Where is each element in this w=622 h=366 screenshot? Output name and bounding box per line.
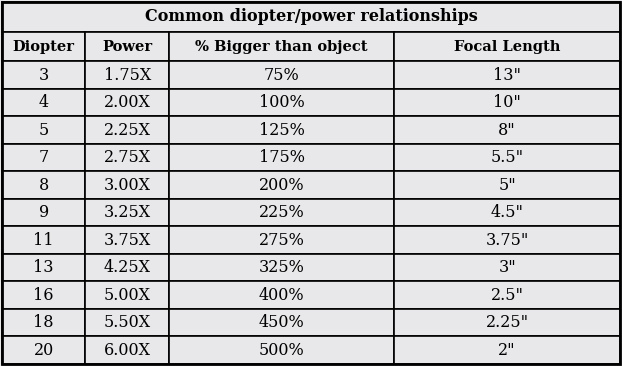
- Text: 2.25": 2.25": [486, 314, 529, 331]
- Text: 11: 11: [34, 232, 54, 249]
- Bar: [2, 2, 620, 32]
- Bar: [394, 61, 620, 89]
- Text: 3: 3: [39, 67, 49, 83]
- Text: 500%: 500%: [259, 342, 305, 359]
- Bar: [169, 336, 394, 364]
- Text: 75%: 75%: [264, 67, 300, 83]
- Bar: [394, 309, 620, 336]
- Text: 125%: 125%: [259, 122, 305, 139]
- Text: 2.25X: 2.25X: [104, 122, 151, 139]
- Text: 2.00X: 2.00X: [104, 94, 151, 111]
- Bar: [394, 171, 620, 199]
- Bar: [2, 144, 85, 171]
- Bar: [85, 61, 169, 89]
- Text: 2": 2": [498, 342, 516, 359]
- Bar: [169, 89, 394, 116]
- Bar: [169, 32, 394, 61]
- Text: 5: 5: [39, 122, 49, 139]
- Bar: [394, 227, 620, 254]
- Bar: [2, 199, 85, 227]
- Bar: [169, 309, 394, 336]
- Text: Diopter: Diopter: [12, 40, 75, 53]
- Text: 200%: 200%: [259, 177, 304, 194]
- Text: % Bigger than object: % Bigger than object: [195, 40, 368, 53]
- Bar: [169, 116, 394, 144]
- Bar: [85, 89, 169, 116]
- Text: 10": 10": [493, 94, 521, 111]
- Bar: [85, 116, 169, 144]
- Text: 4: 4: [39, 94, 49, 111]
- Text: 450%: 450%: [259, 314, 305, 331]
- Bar: [2, 254, 85, 281]
- Text: 9: 9: [39, 204, 49, 221]
- Text: 3.75X: 3.75X: [103, 232, 151, 249]
- Bar: [2, 116, 85, 144]
- Bar: [2, 309, 85, 336]
- Bar: [2, 281, 85, 309]
- Bar: [85, 281, 169, 309]
- Text: 3.75": 3.75": [486, 232, 529, 249]
- Text: 8": 8": [498, 122, 516, 139]
- Bar: [2, 89, 85, 116]
- Bar: [85, 32, 169, 61]
- Text: 325%: 325%: [259, 259, 305, 276]
- Bar: [85, 227, 169, 254]
- Bar: [394, 254, 620, 281]
- Bar: [394, 336, 620, 364]
- Text: 4.5": 4.5": [491, 204, 524, 221]
- Bar: [394, 32, 620, 61]
- Text: 18: 18: [34, 314, 54, 331]
- Bar: [394, 199, 620, 227]
- Text: 7: 7: [39, 149, 49, 166]
- Bar: [169, 199, 394, 227]
- Text: 5.50X: 5.50X: [104, 314, 151, 331]
- Text: 5.00X: 5.00X: [104, 287, 151, 304]
- Text: 3.25X: 3.25X: [104, 204, 151, 221]
- Text: 400%: 400%: [259, 287, 304, 304]
- Bar: [85, 309, 169, 336]
- Text: Focal Length: Focal Length: [454, 40, 560, 53]
- Bar: [2, 336, 85, 364]
- Bar: [85, 171, 169, 199]
- Bar: [2, 61, 85, 89]
- Text: 225%: 225%: [259, 204, 305, 221]
- Bar: [169, 61, 394, 89]
- Text: 100%: 100%: [259, 94, 305, 111]
- Text: 275%: 275%: [259, 232, 305, 249]
- Text: 16: 16: [34, 287, 54, 304]
- Text: 13": 13": [493, 67, 521, 83]
- Bar: [394, 281, 620, 309]
- Text: 8: 8: [39, 177, 49, 194]
- Text: 5": 5": [498, 177, 516, 194]
- Text: 3": 3": [498, 259, 516, 276]
- Bar: [169, 254, 394, 281]
- Text: 4.25X: 4.25X: [104, 259, 151, 276]
- Bar: [169, 144, 394, 171]
- Text: 2.5": 2.5": [491, 287, 524, 304]
- Bar: [394, 89, 620, 116]
- Bar: [169, 227, 394, 254]
- Text: 5.5": 5.5": [491, 149, 524, 166]
- Bar: [85, 254, 169, 281]
- Bar: [394, 144, 620, 171]
- Text: Common diopter/power relationships: Common diopter/power relationships: [145, 8, 477, 25]
- Bar: [85, 199, 169, 227]
- Bar: [2, 227, 85, 254]
- Bar: [2, 32, 85, 61]
- Bar: [169, 171, 394, 199]
- Bar: [169, 281, 394, 309]
- Text: 13: 13: [34, 259, 54, 276]
- Bar: [2, 171, 85, 199]
- Text: 3.00X: 3.00X: [104, 177, 151, 194]
- Text: Power: Power: [102, 40, 152, 53]
- Bar: [85, 144, 169, 171]
- Text: 20: 20: [34, 342, 54, 359]
- Text: 6.00X: 6.00X: [104, 342, 151, 359]
- Text: 175%: 175%: [259, 149, 305, 166]
- Bar: [85, 336, 169, 364]
- Text: 2.75X: 2.75X: [104, 149, 151, 166]
- Text: 1.75X: 1.75X: [103, 67, 151, 83]
- Bar: [394, 116, 620, 144]
